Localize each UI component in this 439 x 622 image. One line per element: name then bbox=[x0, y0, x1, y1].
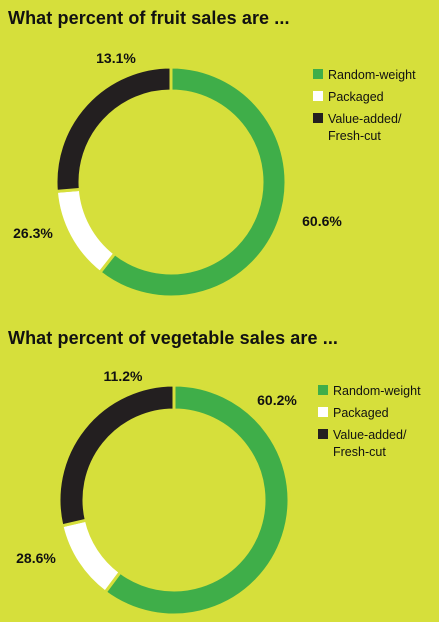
slice-random-weight bbox=[97, 65, 288, 299]
value-label-random-weight: 60.2% bbox=[257, 392, 297, 408]
vegetable-donut-chart: 60.2% 11.2% 28.6% bbox=[16, 368, 297, 617]
fruit-chart-title: What percent of fruit sales are ... bbox=[8, 8, 290, 28]
value-label-random-weight: 60.6% bbox=[302, 213, 342, 229]
legend-label: Random-weight bbox=[328, 68, 416, 82]
legend-label: Value-added/ Fresh-cut bbox=[328, 111, 402, 143]
value-label-value-added: 26.3% bbox=[13, 225, 53, 241]
slice-value-added bbox=[54, 65, 173, 194]
legend-swatch-value-added bbox=[318, 428, 328, 439]
legend-label: Packaged bbox=[328, 89, 384, 104]
slice-value-added bbox=[57, 383, 176, 528]
fruit-donut-chart: 60.6% 13.1% 26.3% bbox=[13, 50, 342, 299]
legend-swatch-random-weight bbox=[313, 69, 323, 79]
legend-swatch-value-added bbox=[313, 112, 323, 123]
legend-item-packaged: Packaged bbox=[318, 405, 421, 422]
legend-item-random-weight: Random-weight bbox=[313, 67, 416, 84]
legend-item-value-added: Value-added/ Fresh-cut bbox=[318, 427, 421, 461]
legend-label: Random-weight bbox=[333, 384, 421, 398]
legend-swatch-packaged bbox=[318, 406, 328, 417]
vegetable-chart-title: What percent of vegetable sales are ... bbox=[8, 328, 339, 348]
legend-item-random-weight: Random-weight bbox=[318, 383, 421, 400]
value-label-packaged: 11.2% bbox=[104, 368, 143, 384]
legend-swatch-packaged bbox=[313, 90, 323, 101]
fruit-chart-legend: Random-weight Packaged Value-added/ Fres… bbox=[313, 67, 416, 150]
slice-random-weight bbox=[103, 383, 291, 617]
slice-packaged bbox=[54, 187, 117, 275]
value-label-value-added: 28.6% bbox=[16, 550, 56, 566]
legend-label: Value-added/ Fresh-cut bbox=[333, 427, 407, 459]
legend-label: Packaged bbox=[333, 405, 389, 420]
legend-swatch-random-weight bbox=[318, 385, 328, 395]
value-label-packaged: 13.1% bbox=[96, 50, 136, 66]
legend-item-value-added: Value-added/ Fresh-cut bbox=[313, 111, 416, 145]
legend-item-packaged: Packaged bbox=[313, 89, 416, 106]
slice-packaged bbox=[60, 518, 123, 595]
vegetable-chart-legend: Random-weight Packaged Value-added/ Fres… bbox=[318, 383, 421, 466]
